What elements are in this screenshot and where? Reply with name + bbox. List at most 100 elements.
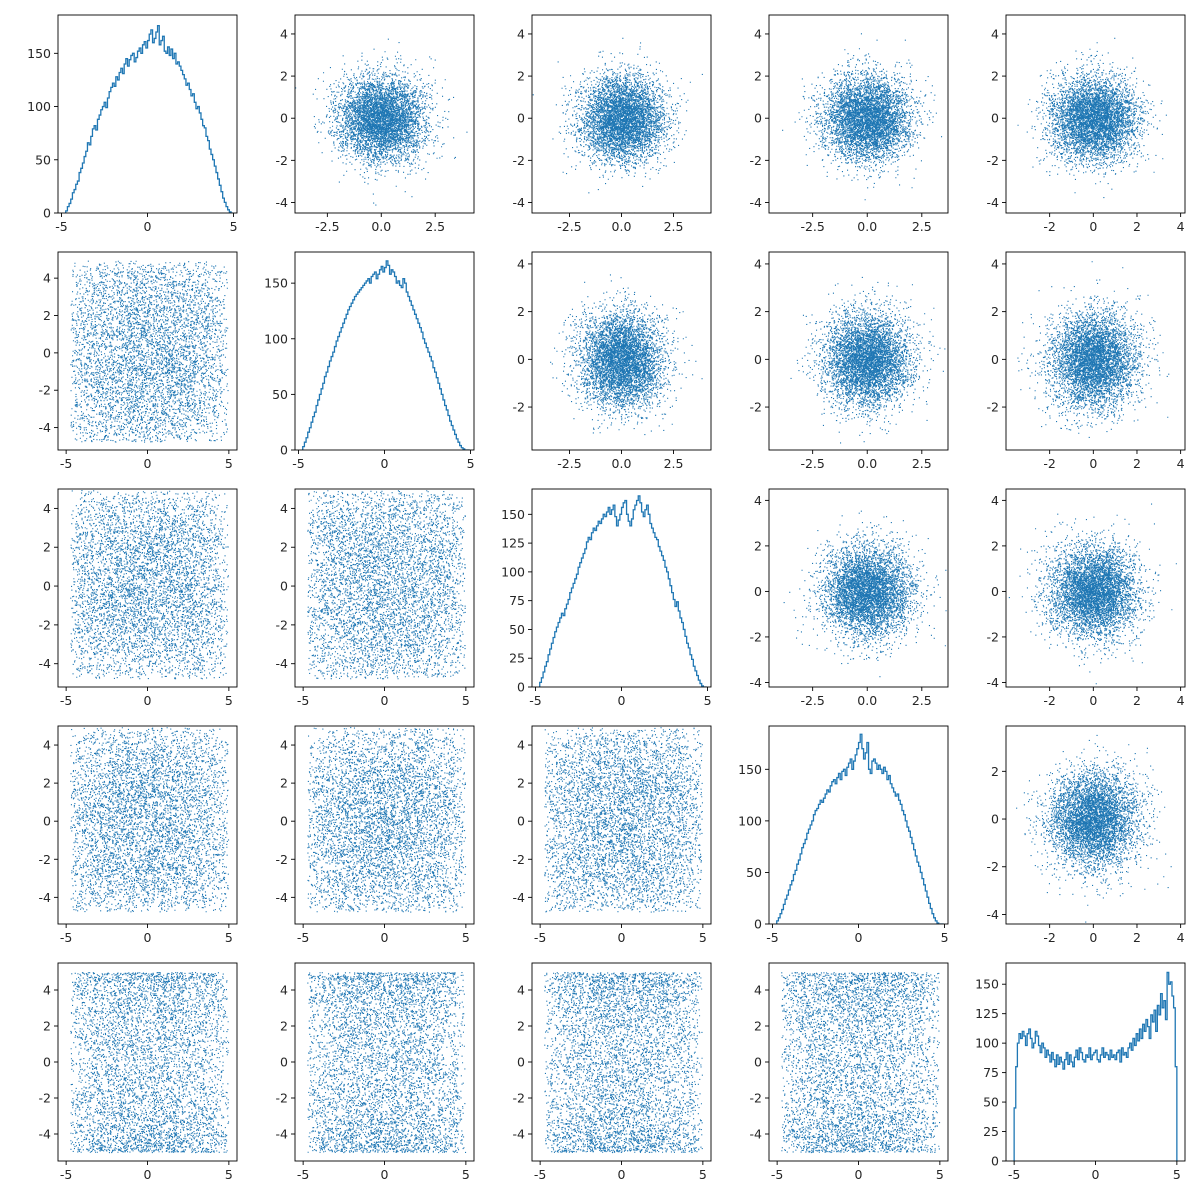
x-tick-label: 2 <box>1133 693 1141 708</box>
axes-frame <box>768 14 949 214</box>
y-tick-label: -4 <box>276 1127 289 1142</box>
x-tick-label: 0.0 <box>371 219 391 234</box>
axes-frame <box>294 962 475 1162</box>
x-tick-label: 5 <box>462 1167 470 1182</box>
scatter-points <box>1017 261 1170 438</box>
scatter-points <box>781 972 941 1154</box>
y-tick-label: 0 <box>43 345 51 360</box>
y-tick-label: -2 <box>276 617 288 632</box>
y-tick-label: 150 <box>738 762 762 777</box>
y-tick-label: 4 <box>754 26 762 41</box>
x-tick-label: 5 <box>1173 1167 1181 1182</box>
axes-frame <box>1005 14 1186 214</box>
y-tick-label: 4 <box>280 738 288 753</box>
y-tick-label: 125 <box>501 536 525 551</box>
y-tick-label: 0 <box>43 206 51 221</box>
y-tick-label: 100 <box>738 813 762 828</box>
y-tick-label: 4 <box>517 738 525 753</box>
axes-frame <box>768 251 949 451</box>
y-tick-label: 0 <box>991 1154 999 1169</box>
y-tick-label: -4 <box>39 420 52 435</box>
y-tick-label: -2 <box>513 400 525 415</box>
x-tick-label: -2.5 <box>800 219 824 234</box>
scatter-points <box>544 972 703 1154</box>
y-tick-label: -2 <box>276 1091 288 1106</box>
x-tick-label: -5 <box>297 930 309 945</box>
x-tick-label: 0.0 <box>612 219 632 234</box>
y-tick-label: 2 <box>280 540 288 555</box>
scatter-points <box>544 727 703 913</box>
x-tick-label: -5 <box>297 1167 309 1182</box>
y-tick-label: 4 <box>991 493 999 508</box>
x-tick-label: 5 <box>230 219 238 234</box>
y-tick-label: -4 <box>750 675 763 690</box>
y-tick-label: -4 <box>39 656 52 671</box>
y-tick-label: 2 <box>517 776 525 791</box>
y-tick-label: 100 <box>975 1036 999 1051</box>
x-tick-label: 2.5 <box>912 219 932 234</box>
x-tick-label: 2.5 <box>912 693 932 708</box>
y-tick-label: 50 <box>272 387 288 402</box>
y-tick-label: 0 <box>991 111 999 126</box>
y-tick-label: 4 <box>43 501 51 516</box>
x-tick-label: 0 <box>1089 693 1097 708</box>
x-tick-label: 0 <box>855 930 863 945</box>
scatter-points <box>1008 503 1177 685</box>
x-tick-label: -5 <box>534 930 546 945</box>
y-tick-label: -2 <box>39 617 51 632</box>
panel-r2-c4: -2 0 2 4 -4 -2 0 2 4 <box>987 488 1186 708</box>
y-tick-label: -4 <box>276 656 289 671</box>
panel-r0-c2: -2.5 0.0 2.5 -4 -2 0 2 4 <box>513 14 712 234</box>
axes-frame <box>768 725 949 925</box>
x-tick-label: 2 <box>1133 456 1141 471</box>
x-tick-label: 0 <box>1089 930 1097 945</box>
x-tick-label: -5 <box>1008 1167 1020 1182</box>
x-tick-label: -2 <box>1043 930 1055 945</box>
panel-r2-c0: -5 0 5 -4 -2 0 2 4 <box>39 488 238 708</box>
y-tick-label: 50 <box>509 622 525 637</box>
scatter-points <box>295 38 468 206</box>
x-tick-label: -5 <box>529 693 541 708</box>
x-tick-label: 0.0 <box>857 219 877 234</box>
y-tick-label: -4 <box>39 1127 52 1142</box>
y-tick-label: 100 <box>264 331 288 346</box>
scatter-points <box>782 33 943 201</box>
scatter-points <box>1016 734 1172 923</box>
y-tick-label: -4 <box>513 1127 526 1142</box>
y-tick-label: 150 <box>264 276 288 291</box>
x-tick-label: -5 <box>60 456 72 471</box>
y-tick-label: 0 <box>754 1055 762 1070</box>
y-tick-label: -4 <box>513 195 526 210</box>
x-tick-label: 0.0 <box>612 456 632 471</box>
x-tick-label: 0 <box>381 1167 389 1182</box>
y-tick-label: -2 <box>750 400 762 415</box>
y-tick-label: 2 <box>43 540 51 555</box>
x-tick-label: 2.5 <box>425 219 445 234</box>
y-tick-label: 0 <box>991 812 999 827</box>
y-tick-label: 2 <box>517 304 525 319</box>
y-tick-label: -2 <box>987 629 999 644</box>
y-tick-label: -4 <box>750 1127 763 1142</box>
y-tick-label: 50 <box>35 152 51 167</box>
y-tick-label: 150 <box>975 977 999 992</box>
y-tick-label: 0 <box>991 584 999 599</box>
y-tick-label: 2 <box>43 1019 51 1034</box>
panel-r0-c1: -2.5 0.0 2.5 -4 -2 0 2 4 <box>276 14 475 234</box>
y-tick-label: 0 <box>43 579 51 594</box>
y-tick-label: 4 <box>991 256 999 271</box>
y-tick-label: 4 <box>517 256 525 271</box>
x-tick-label: 5 <box>225 456 233 471</box>
panel-r1-c4: -2 0 2 4 -2 0 2 4 <box>987 251 1186 471</box>
scatter-points <box>550 274 703 436</box>
y-tick-label: 50 <box>746 865 762 880</box>
scatter-points <box>783 510 947 678</box>
y-tick-label: 0 <box>754 111 762 126</box>
scatter-points <box>70 972 230 1154</box>
y-tick-label: -2 <box>39 383 51 398</box>
histogram-step-line <box>539 495 707 687</box>
y-tick-label: -2 <box>513 1091 525 1106</box>
x-tick-label: 5 <box>225 930 233 945</box>
y-tick-label: 2 <box>280 1019 288 1034</box>
axes-frame <box>1005 725 1186 925</box>
